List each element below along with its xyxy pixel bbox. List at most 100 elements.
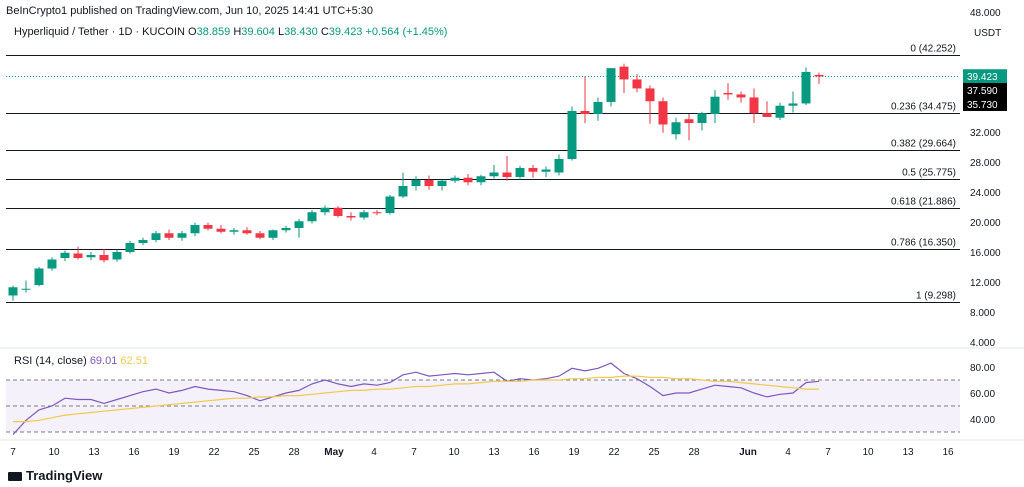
candle-body: [268, 230, 278, 238]
candle-body: [151, 233, 161, 240]
candle-body: [749, 97, 759, 114]
rsi-value: 69.01: [89, 355, 118, 367]
rsi-tick-label: 80.00: [970, 363, 995, 374]
low-value: 38.430: [284, 26, 318, 38]
price-tick-label: 28.000: [970, 158, 1001, 169]
price-pane[interactable]: [0, 76, 1024, 441]
price-axis[interactable]: 4.000 8.000 12.000 16.000 20.000 24.000 28.000…: [970, 8, 1001, 349]
candle-body: [138, 240, 148, 243]
time-tick-label: 4: [785, 447, 791, 458]
fib-level-label: 0.618 (21.886): [891, 197, 956, 208]
candle-body: [554, 159, 564, 173]
price-tag-box: [963, 69, 1007, 84]
candle-body: [788, 103, 798, 106]
time-tick-label: 19: [168, 447, 180, 458]
fib-level-label: 0.786 (16.350): [891, 238, 956, 249]
time-tick-label: May: [324, 447, 344, 458]
time-tick-label: 4: [371, 447, 377, 458]
candle-body: [580, 110, 590, 114]
open-label: O: [188, 26, 197, 38]
time-tick-label: 19: [568, 447, 580, 458]
rsi-ma-value: 62.51: [120, 355, 148, 367]
rsi-tick-label: 40.00: [970, 415, 995, 426]
candle-body: [515, 168, 525, 177]
price-tag-box: [963, 83, 1007, 98]
candle-body: [619, 66, 629, 80]
candle-body: [229, 230, 239, 232]
close-value: 39.423: [328, 26, 363, 38]
candle-body: [606, 68, 616, 102]
fib-level-label: 0.382 (29.664): [891, 139, 956, 150]
candle-body: [99, 255, 109, 261]
time-axis[interactable]: 7 10 13 16 19 22 25 28 May 4 7 10 13 16 19 22 25 28 Jun 4 7 1…: [10, 447, 954, 458]
candle-body: [255, 233, 265, 238]
tradingview-logo-text: TradingView: [26, 468, 103, 483]
candle-body: [632, 79, 642, 89]
time-tick-label: 10: [862, 447, 874, 458]
symbol-legend[interactable]: Hyperliquid / Tether · 1D · KUCOIN O38.8…: [14, 26, 447, 38]
time-tick-label: 7: [825, 447, 831, 458]
close-label: C: [320, 26, 329, 38]
fibonacci-retracement[interactable]: 0 (42.252) 0.236 (34.475) 0.382 (29.664) 0.…: [6, 44, 960, 303]
candle-body: [60, 252, 70, 258]
rsi-pane[interactable]: 40.00 60.00 80.00: [6, 362, 995, 436]
tradingview-logo[interactable]: TradingView: [8, 468, 102, 483]
candle-body: [398, 186, 408, 197]
candle-body: [294, 221, 304, 228]
candle-body: [385, 196, 395, 213]
candle-body: [723, 92, 733, 95]
candle-body: [242, 230, 252, 234]
price-tag-box: [963, 96, 1007, 111]
candle-body: [697, 113, 707, 123]
candle-body: [8, 287, 18, 296]
time-tick-label: 28: [288, 447, 300, 458]
candle-body: [710, 96, 720, 114]
candle-body: [671, 122, 681, 135]
time-tick-label: 10: [48, 447, 60, 458]
rsi-legend[interactable]: RSI (14, close) 69.01 62.51: [14, 355, 148, 367]
candle-body: [320, 207, 330, 213]
rsi-line: [12, 362, 820, 436]
price-tag-label: 37.590: [967, 86, 998, 97]
time-tick-label: 16: [528, 447, 540, 458]
high-value: 39.604: [241, 26, 275, 38]
candle-body: [203, 225, 213, 229]
fib-level-label: 0.5 (25.775): [902, 168, 956, 179]
time-tick-label: 25: [248, 447, 260, 458]
publisher-line: BeInCrypto1 published on TradingView.com…: [6, 5, 374, 17]
change-value: +0.564 (+1.45%): [365, 26, 448, 38]
candle-body: [411, 180, 421, 186]
candle-body: [736, 94, 746, 98]
candle-body: [164, 233, 174, 238]
candle-body: [502, 172, 512, 177]
candle-body: [346, 216, 356, 218]
low-label: L: [277, 26, 285, 38]
candle-body: [307, 212, 317, 222]
price-tick-label: 20.000: [970, 218, 1001, 229]
candle-body: [216, 228, 226, 232]
candle-body: [814, 74, 824, 77]
candle-body: [463, 177, 473, 183]
candle-body: [593, 101, 603, 114]
rsi-label: RSI (14, close): [14, 355, 87, 367]
time-tick-label: Jun: [739, 447, 757, 458]
candle-body: [450, 177, 460, 181]
time-tick-label: 7: [10, 447, 16, 458]
candle-body: [333, 207, 343, 216]
currency-label[interactable]: USDT: [974, 28, 1002, 39]
price-tick-label: 12.000: [970, 278, 1001, 289]
price-tick-label: 24.000: [970, 188, 1001, 199]
symbol-name: Hyperliquid / Tether · 1D · KUCOIN: [14, 26, 185, 38]
candle-body: [567, 110, 577, 159]
time-tick-label: 13: [88, 447, 100, 458]
time-tick-label: 25: [648, 447, 660, 458]
time-tick-label: 7: [411, 447, 417, 458]
price-tick-label: 16.000: [970, 248, 1001, 259]
candle-body: [281, 228, 291, 231]
time-tick-label: 13: [902, 447, 914, 458]
candle-body: [424, 180, 434, 186]
price-tick-label: 4.000: [970, 338, 995, 349]
candle-body: [47, 259, 57, 269]
